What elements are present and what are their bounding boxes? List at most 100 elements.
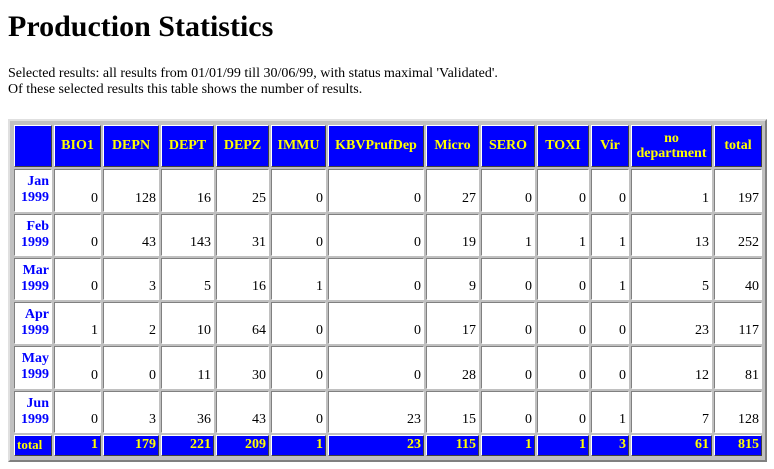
- data-cell: 0: [271, 213, 326, 256]
- data-cell: 7: [631, 390, 712, 433]
- data-cell: 0: [328, 257, 424, 301]
- table-description: Of these selected results this table sho…: [8, 82, 363, 97]
- column-header: Vir: [591, 125, 629, 168]
- data-cell: 1: [54, 302, 101, 345]
- data-cell: 10: [161, 302, 214, 345]
- statistics-table: BIO1 DEPN DEPT DEPZ IMMU KBVPrufDep Micr…: [12, 123, 764, 458]
- table-row: Jan 1999 0 128 16 25 0 0 27 0 0 0 1 197: [14, 169, 762, 212]
- data-cell: 27: [426, 169, 479, 212]
- selection-description: Selected results: all results from 01/01…: [8, 66, 498, 81]
- column-header: total: [714, 125, 762, 168]
- total-cell: 61: [631, 434, 712, 456]
- total-cell: 1: [537, 434, 589, 456]
- data-cell: 0: [537, 346, 589, 389]
- data-cell: 16: [216, 257, 269, 301]
- data-cell: 64: [216, 302, 269, 345]
- total-cell: 1: [271, 434, 326, 456]
- data-cell: 0: [271, 346, 326, 389]
- grand-total-cell: 815: [714, 434, 762, 456]
- table-row: Jun 1999 0 3 36 43 0 23 15 0 0 1 7 128: [14, 390, 762, 433]
- data-cell: 19: [426, 213, 479, 256]
- column-header: SERO: [481, 125, 535, 168]
- data-cell: 0: [481, 169, 535, 212]
- data-cell: 1: [631, 169, 712, 212]
- data-cell: 3: [103, 390, 159, 433]
- data-cell: 1: [481, 213, 535, 256]
- data-cell: 0: [591, 346, 629, 389]
- data-cell: 1: [271, 257, 326, 301]
- corner-cell: [14, 125, 52, 168]
- intro-text: Selected results: all results from 01/01…: [8, 66, 498, 98]
- data-cell: 0: [591, 169, 629, 212]
- data-cell: 128: [103, 169, 159, 212]
- row-total-cell: 128: [714, 390, 762, 433]
- data-cell: 0: [103, 346, 159, 389]
- data-cell: 23: [631, 302, 712, 345]
- column-header: Micro: [426, 125, 479, 168]
- data-cell: 0: [54, 257, 101, 301]
- total-cell: 115: [426, 434, 479, 456]
- data-cell: 3: [103, 257, 159, 301]
- data-cell: 5: [631, 257, 712, 301]
- column-header: TOXI: [537, 125, 589, 168]
- data-cell: 15: [426, 390, 479, 433]
- data-cell: 1: [591, 257, 629, 301]
- data-cell: 0: [271, 169, 326, 212]
- data-cell: 0: [54, 390, 101, 433]
- row-header: Jan 1999: [14, 169, 52, 212]
- data-cell: 36: [161, 390, 214, 433]
- total-cell: 179: [103, 434, 159, 456]
- row-header: Feb 1999: [14, 213, 52, 256]
- data-cell: 0: [481, 346, 535, 389]
- column-header: DEPZ: [216, 125, 269, 168]
- column-header: BIO1: [54, 125, 101, 168]
- data-cell: 13: [631, 213, 712, 256]
- total-cell: 1: [54, 434, 101, 456]
- table-row: Feb 1999 0 43 143 31 0 0 19 1 1 1 13 252: [14, 213, 762, 256]
- data-cell: 0: [54, 346, 101, 389]
- data-cell: 43: [103, 213, 159, 256]
- data-cell: 143: [161, 213, 214, 256]
- row-total-cell: 252: [714, 213, 762, 256]
- data-cell: 43: [216, 390, 269, 433]
- data-cell: 5: [161, 257, 214, 301]
- data-cell: 9: [426, 257, 479, 301]
- data-cell: 0: [591, 302, 629, 345]
- data-cell: 31: [216, 213, 269, 256]
- data-cell: 25: [216, 169, 269, 212]
- data-cell: 1: [591, 390, 629, 433]
- data-cell: 30: [216, 346, 269, 389]
- row-total-cell: 40: [714, 257, 762, 301]
- data-cell: 0: [481, 302, 535, 345]
- table-row: Mar 1999 0 3 5 16 1 0 9 0 0 1 5 40: [14, 257, 762, 301]
- table-row: Apr 1999 1 2 10 64 0 0 17 0 0 0 23 117: [14, 302, 762, 345]
- data-cell: 0: [537, 302, 589, 345]
- total-cell: 209: [216, 434, 269, 456]
- data-cell: 2: [103, 302, 159, 345]
- column-header: no department: [631, 125, 712, 168]
- row-header: Apr 1999: [14, 302, 52, 345]
- column-header: DEPN: [103, 125, 159, 168]
- data-cell: 0: [537, 257, 589, 301]
- column-header: DEPT: [161, 125, 214, 168]
- data-cell: 0: [54, 169, 101, 212]
- data-cell: 12: [631, 346, 712, 389]
- data-cell: 0: [271, 302, 326, 345]
- data-cell: 11: [161, 346, 214, 389]
- totals-label: total: [14, 434, 52, 456]
- data-cell: 17: [426, 302, 479, 345]
- data-cell: 23: [328, 390, 424, 433]
- data-cell: 0: [537, 390, 589, 433]
- data-cell: 0: [481, 257, 535, 301]
- total-cell: 3: [591, 434, 629, 456]
- data-cell: 0: [271, 390, 326, 433]
- data-cell: 1: [537, 213, 589, 256]
- row-header: Mar 1999: [14, 257, 52, 301]
- data-cell: 0: [328, 169, 424, 212]
- table-row: May 1999 0 0 11 30 0 0 28 0 0 0 12 81: [14, 346, 762, 389]
- statistics-table-frame: BIO1 DEPN DEPT DEPZ IMMU KBVPrufDep Micr…: [8, 119, 767, 462]
- data-cell: 28: [426, 346, 479, 389]
- row-total-cell: 197: [714, 169, 762, 212]
- data-cell: 0: [328, 302, 424, 345]
- row-total-cell: 81: [714, 346, 762, 389]
